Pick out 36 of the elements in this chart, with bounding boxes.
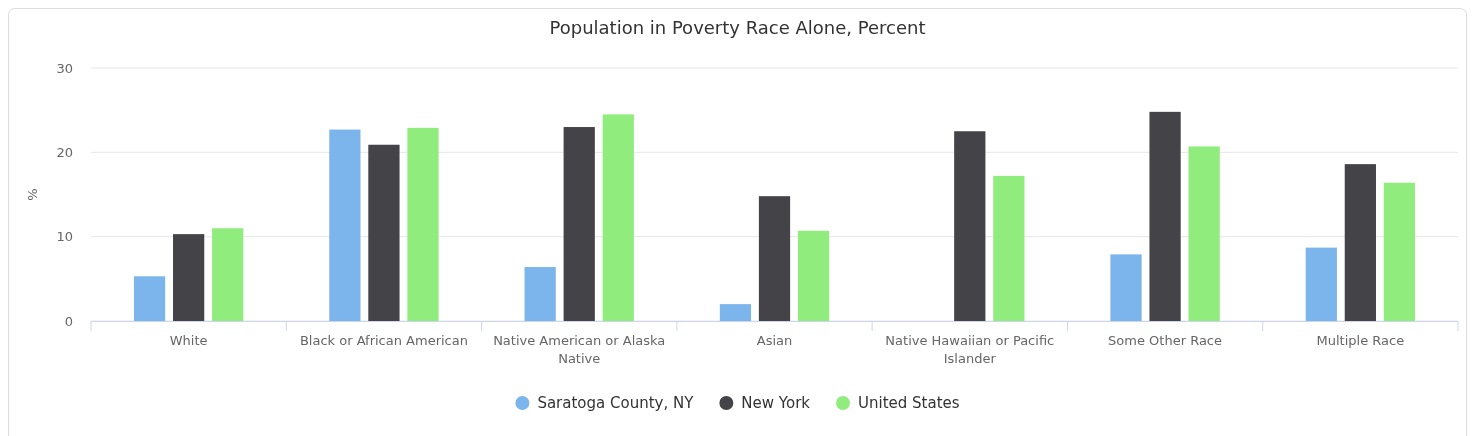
- x-tick-label: Some Other Race: [1108, 333, 1223, 348]
- bar: [368, 144, 400, 321]
- bar: [212, 228, 244, 321]
- legend-label: Saratoga County, NY: [537, 394, 695, 413]
- bar: [758, 196, 791, 321]
- bar: [602, 114, 634, 321]
- bar: [173, 234, 205, 321]
- bar: [954, 131, 986, 321]
- bar: [1149, 111, 1181, 321]
- legend-label: New York: [741, 394, 811, 413]
- x-tick-label: Multiple Race: [1316, 333, 1405, 348]
- x-tick-label: White: [169, 333, 208, 348]
- x-tick-label: Native Hawaiian or Pacific Islander: [885, 333, 1055, 366]
- y-axis-title: %: [25, 188, 40, 201]
- bar: [993, 175, 1025, 321]
- x-tick-label: Asian: [756, 333, 793, 348]
- bar: [797, 230, 830, 321]
- bar: [133, 276, 166, 321]
- y-tick-label: 20: [56, 144, 73, 160]
- bar: [563, 127, 595, 321]
- bar: [407, 127, 439, 321]
- bar: [1110, 254, 1142, 321]
- y-tick-label: 10: [56, 229, 73, 245]
- bar: [329, 129, 361, 321]
- legend-label: United States: [858, 394, 960, 413]
- y-tick-label: 30: [56, 60, 73, 76]
- bar: [1383, 182, 1416, 321]
- bar: [1305, 247, 1337, 321]
- chart-title: Population in Poverty Race Alone, Percent: [549, 17, 926, 38]
- bar: [524, 267, 556, 321]
- y-tick-label: 0: [64, 313, 73, 329]
- x-tick-label: Native American or Alaska Native: [493, 333, 666, 366]
- bar: [719, 304, 752, 321]
- bar: [1344, 164, 1376, 321]
- bar: [1188, 146, 1220, 321]
- x-tick-label: Black or African American: [299, 333, 468, 348]
